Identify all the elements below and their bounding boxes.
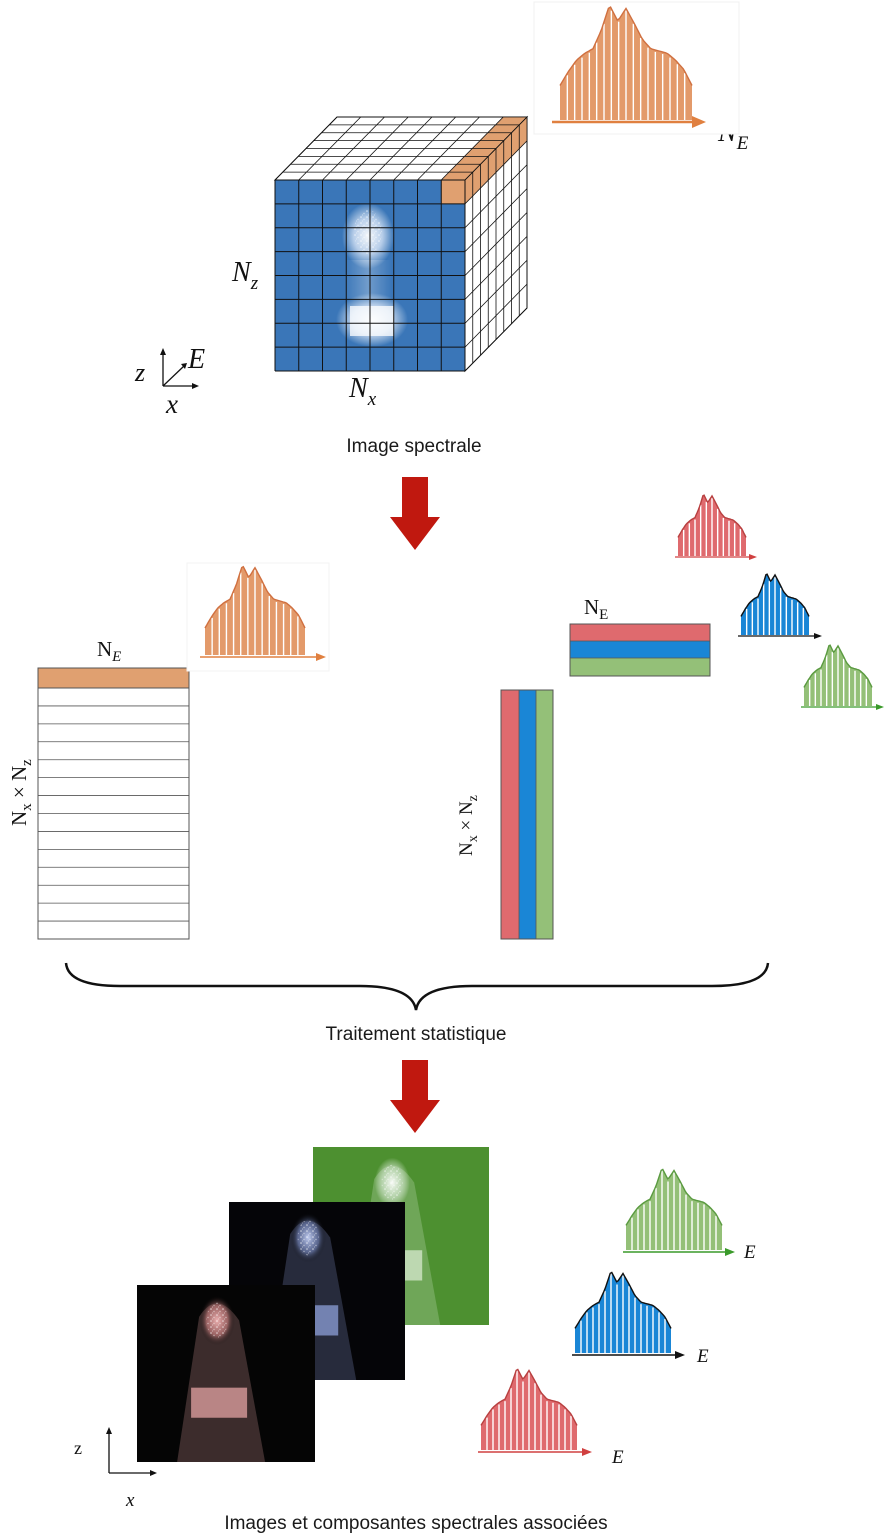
spectrum-curve [204,565,306,629]
spectral-cube [273,115,529,373]
svg-text:Nz: Nz [231,257,259,294]
svg-text:Nx × Nz: Nx × Nz [456,795,481,856]
unfolded-nxnz-label: Nx × Nz [7,759,35,826]
output-spectrum-red: E [478,1368,624,1468]
cube-nz-label: Nz [231,257,259,294]
axis-x-label: x [165,389,178,419]
down-arrow-icon [390,1060,440,1133]
down-arrow-icon [390,477,440,550]
output-spectrum-blue: E [572,1271,709,1367]
component-spectrum-red [675,494,757,560]
unfolded-ne-label: NE [97,637,121,665]
svg-text:Nx × Nz: Nx × Nz [7,759,35,826]
component-spectrum-green [801,644,884,710]
spectrum-curve [574,1271,672,1329]
loading-matrix [569,623,711,677]
caption-statistical-processing: Traitement statistique [326,1024,507,1045]
spectrum-curve [677,494,747,538]
loading-ne-label: NE [584,595,608,623]
svg-text:NE: NE [584,595,608,623]
axis-e-label: E [187,344,205,375]
svg-text:E: E [611,1447,624,1468]
highlight-pixel [441,180,465,204]
spectrum-curve [480,1368,578,1426]
svg-text:E: E [696,1346,709,1367]
cube-nx-label: Nx [348,373,377,410]
output-spectrum-green: E [623,1168,756,1263]
spectrum-curve [559,6,693,86]
caption-spectral-image: Image spectrale [346,436,481,457]
unfolded-spectrum [186,562,330,672]
arrow-head-icon [692,116,706,128]
component-map-red [137,1285,315,1462]
svg-text:NE: NE [97,637,121,665]
cube-spectrum [533,1,740,135]
curly-brace-icon [64,962,770,1011]
score-nxnz-label: Nx × Nz [456,795,481,856]
component-spectrum-blue [738,573,822,639]
output-axes-icon: z x [74,1427,157,1511]
spectrum-curve [803,644,873,688]
specimen-band [191,1387,248,1418]
axis-z-label: z [134,358,145,387]
specimen-body [177,1303,266,1462]
svg-text:E: E [743,1242,756,1263]
unfolded-matrix [37,667,190,940]
spectrum-curve [625,1168,723,1226]
output-axis-x-label: x [125,1490,135,1511]
output-axis-z-label: z [74,1438,82,1458]
score-matrix [500,689,554,940]
cube-axes-icon: z E x [134,344,205,419]
caption-images-and-components: Images et composantes spectrales associé… [224,1513,607,1534]
svg-text:Nx: Nx [348,373,377,410]
spectrum-curve [740,573,810,617]
